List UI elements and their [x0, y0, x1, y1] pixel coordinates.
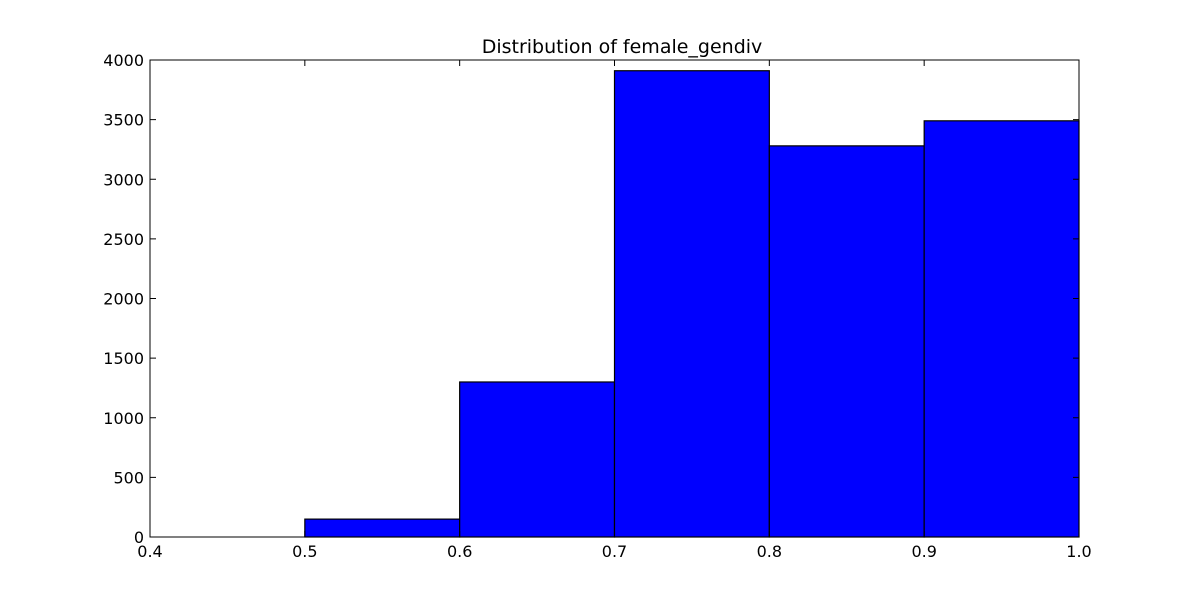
histogram-bar-1: [304, 518, 461, 538]
histogram-bar-4: [768, 145, 925, 538]
y-tick-label: 500: [113, 468, 144, 487]
x-tick-label: 1.0: [1066, 542, 1091, 561]
bars-layer: [304, 70, 1080, 538]
x-tick-label: 0.9: [911, 542, 936, 561]
tick-labels-layer: 0.4 0.5 0.6 0.7 0.8 0.9 1.0 0 500 1000 1500 2000 250…: [103, 51, 1091, 561]
x-tick-label: 0.8: [757, 542, 782, 561]
ticks-layer: [149, 59, 1080, 538]
y-tick-label: 2500: [103, 230, 144, 249]
y-tick-label: 0: [134, 528, 144, 547]
x-tick-label: 0.5: [292, 542, 317, 561]
histogram-bar-3: [613, 70, 770, 538]
y-tick-label: 4000: [103, 51, 144, 70]
x-tick-label: 0.6: [447, 542, 472, 561]
x-tick-label: 0.7: [602, 542, 627, 561]
y-tick-label: 1500: [103, 349, 144, 368]
y-tick-label: 3000: [103, 170, 144, 189]
x-tick-label: 0.4: [137, 542, 162, 561]
histogram-bar-5: [923, 120, 1080, 538]
chart-title: Distribution of female_gendiv: [482, 36, 763, 58]
histogram-bar-2: [459, 381, 616, 538]
y-tick-label: 3500: [103, 111, 144, 130]
y-tick-label: 1000: [103, 409, 144, 428]
y-tick-label: 2000: [103, 290, 144, 309]
